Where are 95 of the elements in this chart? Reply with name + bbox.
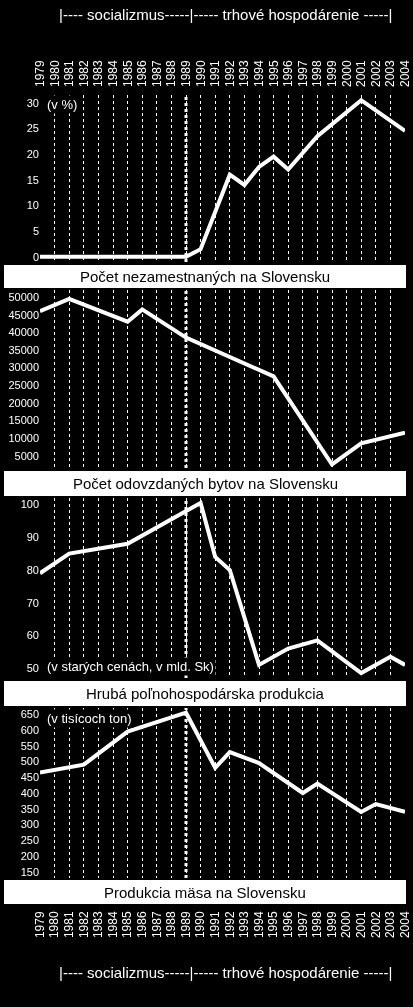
x2-tick-label: 1988 (164, 59, 179, 87)
x2-tick-label: 1983 (91, 59, 106, 87)
y-tick-label: 40000 (8, 326, 39, 339)
y-tick-label: 50000 (8, 290, 39, 303)
y-tick-label: 5000 (14, 449, 39, 462)
y-tick-label: 45000 (8, 308, 39, 321)
x-tick-label: 2001 (354, 911, 369, 939)
text: Počet odovzdaných bytov na Slovensku (73, 475, 339, 492)
x-tick-label: 1996 (281, 911, 296, 939)
y-tick-label: 30 (26, 96, 39, 109)
y-tick-label: 30000 (8, 361, 39, 374)
x2-tick-label: 2000 (339, 59, 354, 87)
x-tick-label: 1981 (62, 911, 77, 939)
x-tick-label: 1998 (310, 911, 325, 939)
y-tick-label: 300 (20, 818, 39, 831)
y-tick-label: 5 (32, 225, 39, 238)
y-tick-label: 80 (26, 563, 39, 576)
y-tick-label: 350 (20, 802, 39, 815)
x-tick-label: 1993 (237, 911, 252, 939)
y-tick-label: 600 (20, 723, 39, 736)
y-tick-label: 70 (26, 596, 39, 609)
x-tick-label: 1992 (222, 911, 237, 939)
y-tick-label: 25 (26, 122, 39, 135)
x2-tick-label: 1989 (178, 59, 193, 87)
x2-tick-label: 1980 (47, 59, 62, 87)
x-tick-label: 1994 (251, 911, 266, 939)
y-tick-label: 25000 (8, 379, 39, 392)
x-tick-label: 1995 (266, 911, 281, 939)
y-tick-label: 90 (26, 531, 39, 544)
x2-tick-label: 1996 (281, 59, 296, 87)
x2-tick-label: 1987 (149, 59, 164, 87)
y-tick-label: 50 (26, 662, 39, 675)
x-tick-label: 1979 (32, 911, 47, 939)
x2-tick-label: 1991 (208, 59, 223, 87)
x2-tick-label: 1990 (193, 59, 208, 87)
y-tick-label: 10000 (8, 431, 39, 444)
x-tick-label: 2000 (339, 911, 354, 939)
x-tick-label: 1990 (193, 911, 208, 939)
x2-tick-label: 1993 (237, 59, 252, 87)
x-tick-label: 1985 (120, 911, 135, 939)
x2-tick-label: 1992 (222, 59, 237, 87)
x-tick-label: 2003 (383, 911, 398, 939)
x2-tick-label: 1981 (62, 59, 77, 87)
text: Hrubá poľnohospodárska produkcia (86, 685, 325, 702)
y-tick-label: 15 (26, 173, 39, 186)
y-tick-label: 20 (26, 147, 39, 160)
y-tick-label: 450 (20, 771, 39, 784)
x-tick-label: 1982 (76, 911, 91, 939)
y-tick-label: 150 (20, 865, 39, 878)
x2-tick-label: 1982 (76, 59, 91, 87)
x-tick-label: 2002 (368, 911, 383, 939)
x-tick-label: 1986 (135, 911, 150, 939)
x2-tick-label: 1999 (324, 59, 339, 87)
x2-tick-label: 1984 (105, 59, 120, 87)
x2-tick-label: 2002 (368, 59, 383, 87)
annotation: (v tisícoch ton) (47, 711, 132, 726)
x2-tick-label: 1985 (120, 59, 135, 87)
x-tick-label: 1989 (178, 911, 193, 939)
x-tick-label: 1984 (105, 911, 120, 939)
text: Počet nezamestnaných na Slovensku (80, 268, 331, 285)
y-tick-label: 35000 (8, 343, 39, 356)
x-tick-label: 1991 (208, 911, 223, 939)
annotation: (v %) (47, 97, 78, 112)
text: |---- socializmus-----|----- trhové hospodárenie -----| (59, 964, 393, 981)
x-tick-label: 1987 (149, 911, 164, 939)
y-tick-label: 10 (26, 199, 39, 212)
y-tick-label: 500 (20, 755, 39, 768)
text: Produkcia mäsa na Slovensku (104, 884, 306, 901)
x-tick-label: 1999 (324, 911, 339, 939)
x-tick-label: 1997 (295, 911, 310, 939)
x2-tick-label: 1979 (32, 59, 47, 87)
y-tick-label: 550 (20, 739, 39, 752)
text: |---- socializmus-----|----- trhové hospodárenie -----| (59, 6, 393, 23)
x2-tick-label: 1994 (251, 59, 266, 87)
x2-tick-label: 1986 (135, 59, 150, 87)
x-tick-label: 1988 (164, 911, 179, 939)
y-tick-label: 400 (20, 786, 39, 799)
y-tick-label: 100 (20, 498, 39, 511)
x-tick-label: 1983 (91, 911, 106, 939)
y-tick-label: 650 (20, 708, 39, 721)
x2-tick-label: 2003 (383, 59, 398, 87)
annotation: (v starých cenách, v mld. Sk) (47, 659, 214, 674)
x2-tick-label: 1998 (310, 59, 325, 87)
y-tick-label: 250 (20, 834, 39, 847)
x-tick-label: 2004 (397, 911, 412, 939)
x2-tick-label: 2001 (354, 59, 369, 87)
x2-tick-label: 1997 (295, 59, 310, 87)
y-tick-label: 20000 (8, 396, 39, 409)
y-tick-label: 200 (20, 849, 39, 862)
y-tick-label: 0 (32, 250, 39, 263)
x2-tick-label: 2004 (397, 59, 412, 87)
y-tick-label: 15000 (8, 414, 39, 427)
y-tick-label: 60 (26, 629, 39, 642)
x-tick-label: 1980 (47, 911, 62, 939)
x2-tick-label: 1995 (266, 59, 281, 87)
